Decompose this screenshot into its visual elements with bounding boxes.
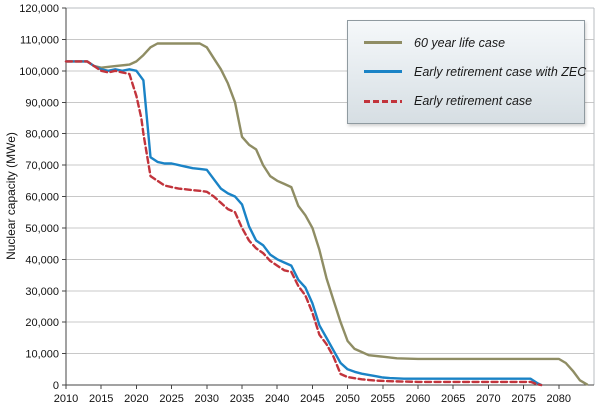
y-tick-label: 80,000 (25, 129, 59, 141)
y-tick-label: 10,000 (25, 349, 59, 361)
x-tick-label: 2060 (406, 393, 430, 405)
series-line-early-retirement-case (64, 60, 543, 387)
x-tick-label: 2025 (159, 393, 183, 405)
legend-label-60-year-life-case: 60 year life case (414, 35, 506, 50)
y-tick-label: 120,000 (19, 3, 59, 15)
x-tick-label: 2075 (511, 393, 535, 405)
y-tick-label: 60,000 (25, 192, 59, 204)
line-swatch-early-retirement (364, 99, 402, 103)
x-tick-label: 2040 (265, 393, 289, 405)
x-tick-label: 2035 (230, 393, 254, 405)
y-tick-label: 30,000 (25, 286, 59, 298)
y-tick-label: 50,000 (25, 223, 59, 235)
legend-label-early-retirement-zec: Early retirement case with ZEC (414, 64, 587, 79)
x-tick-label: 2055 (371, 393, 395, 405)
legend-label-early-retirement: Early retirement case (414, 94, 533, 109)
x-tick-label: 2065 (441, 393, 465, 405)
line-swatch-60-year-life-case (364, 41, 402, 45)
x-tick-label: 2020 (124, 393, 148, 405)
y-tick-label: 70,000 (25, 160, 59, 172)
y-tick-label: 40,000 (25, 254, 59, 266)
legend: 60 year life case Early retirement case … (347, 20, 586, 124)
y-tick-label: 90,000 (25, 97, 59, 109)
legend-item-60-year-life-case: 60 year life case (364, 36, 574, 50)
line-swatch-early-retirement-zec (364, 70, 402, 74)
legend-item-early-retirement-zec: Early retirement case with ZEC (364, 65, 586, 79)
x-tick-label: 2015 (89, 393, 113, 405)
y-tick-label: 20,000 (25, 317, 59, 329)
x-tick-label: 2070 (476, 393, 500, 405)
x-tick-label: 2010 (54, 393, 78, 405)
x-tick-label: 2045 (300, 393, 324, 405)
legend-item-early-retirement: Early retirement case (364, 94, 574, 108)
y-axis-title: Nuclear capacity (MWe) (4, 132, 18, 260)
series-line-60-year-life-case (64, 42, 589, 386)
x-tick-label: 2080 (547, 393, 571, 405)
series-line-early-retirement-case-with-zec (64, 60, 543, 387)
y-tick-label: 110,000 (20, 34, 59, 46)
y-tick-label: 0 (53, 380, 59, 392)
x-tick-label: 2050 (335, 393, 359, 405)
x-tick-label: 2030 (195, 393, 219, 405)
y-tick-label: 100,000 (19, 66, 59, 78)
